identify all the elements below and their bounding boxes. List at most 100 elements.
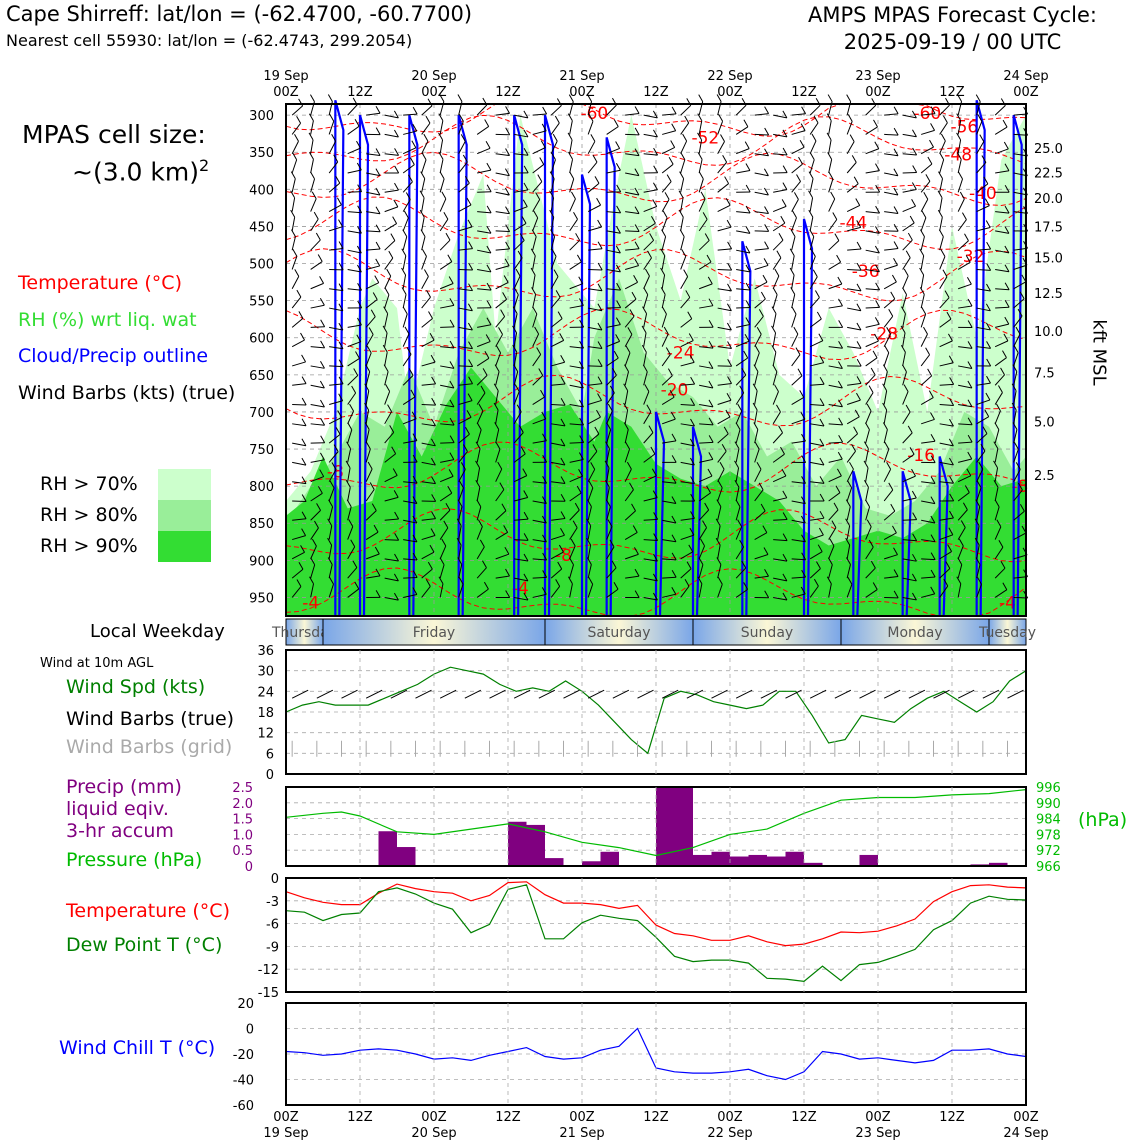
wind-barb-feather [513,287,519,295]
wind-barb-feather [789,267,795,276]
wind-barb [865,323,880,328]
wind-barb [791,500,806,505]
station-title: Cape Shirreff: lat/lon = (-62.4700, -60.… [6,2,473,26]
wind-barb-feather [290,209,296,218]
wind-barb-feather [982,426,988,434]
wind-barb-feather [504,546,510,555]
wind-barb [569,564,574,579]
wind-barb-feather [338,359,344,367]
wind-barb-feather [919,287,925,295]
wind-barb [532,418,546,425]
wind-barb-feather [626,461,632,470]
wind-barb [976,326,991,331]
wind-barb [532,519,547,524]
wind-barb-feather [429,332,435,341]
wind-barb-feather [623,422,629,430]
wind-barb [550,586,561,598]
wind-barb-feather [357,264,362,273]
wind-barb-feather [688,544,694,553]
wind-barb [606,324,621,328]
wind-barb [698,219,708,232]
wind-barb-feather [354,119,360,127]
wind-barb [902,519,917,521]
wind-barb [439,159,444,174]
wind-barb-feather [866,519,872,527]
legend-pressure: Pressure (hPa) [66,849,203,871]
wind-barb [717,416,731,425]
wind-barb-feather [771,344,777,353]
wind-barb-feather [977,577,982,585]
wind-barb [828,139,832,154]
wind-barb [476,487,481,502]
wind-barb-feather [542,552,548,561]
wind-barb-feather [948,527,954,536]
wind-barb-feather [355,351,360,359]
wind-barb-feather [993,480,999,488]
wind-barb-feather [893,590,899,599]
wind-barb [773,497,787,502]
wind-barb [569,475,583,483]
wind-barb [403,481,418,484]
wind-barb [939,197,943,212]
wind-barb-feather [569,171,575,180]
wind-barb [698,240,710,251]
wind-barb [347,125,360,135]
wind-barb-feather [301,457,307,466]
wind-barb-feather [912,129,917,138]
wind-barb-feather [781,199,787,207]
wind-barb-feather [679,229,685,237]
wind-barb [569,527,578,540]
wind-barb-feather [632,525,638,533]
wind-barb-feather [438,113,444,121]
wind-barb [754,575,769,579]
wind-barb-feather [531,287,537,295]
wind-barb [347,429,353,444]
wind-barb [347,375,359,386]
wind-barb [495,282,509,290]
wind-barb [865,374,876,386]
wind-barb-feather [715,518,721,527]
wind-barb-feather [967,380,973,389]
wind-barb [791,146,805,155]
bottom-hour-tick-label: 12Z [791,1110,817,1125]
temperature-contour-label: -56 [950,117,978,137]
wind-barb-feather [928,390,934,398]
wind-barb [624,532,638,541]
wind-barb [939,383,954,386]
wind-barb-feather [367,461,373,470]
wind-barb [773,133,788,138]
wind-barb [976,399,991,405]
wind-barb [513,371,519,386]
wind-barb-feather [590,462,596,470]
wind-barb-feather [338,283,344,291]
wind-barb [402,274,407,289]
wind-barb-feather [388,250,394,259]
pressure-tick-label: 750 [249,443,274,458]
wind-barb-feather [648,425,654,433]
wind-barb-feather [496,345,502,354]
wind-barb [384,153,399,156]
bottom-hour-tick-label: 00Z [273,1110,299,1125]
wind-barb-feather [719,462,725,470]
wind-barb-feather [301,528,307,536]
cloud-outline [408,114,419,617]
wind-barb-feather [682,133,688,142]
wind-barb-feather [706,485,711,494]
wind-barb [310,178,316,193]
wind-barb [717,506,722,521]
wind-barb [809,568,821,579]
wind-barb-feather [782,129,788,138]
wind-barb [402,236,408,251]
wind-barb [921,558,936,561]
wind-barb [939,481,954,484]
top-date-tick-label: 24 Sep [1003,69,1048,84]
wind-barb [772,275,780,289]
wind-barb [421,461,436,466]
wind-barb [588,268,603,271]
wind-barb [865,392,874,405]
wind-barb [828,583,832,598]
wind-barb-feather [586,499,592,507]
wind-barb-feather [956,132,962,141]
wind-barb-feather [364,422,370,430]
wind-barb-feather [560,376,566,385]
